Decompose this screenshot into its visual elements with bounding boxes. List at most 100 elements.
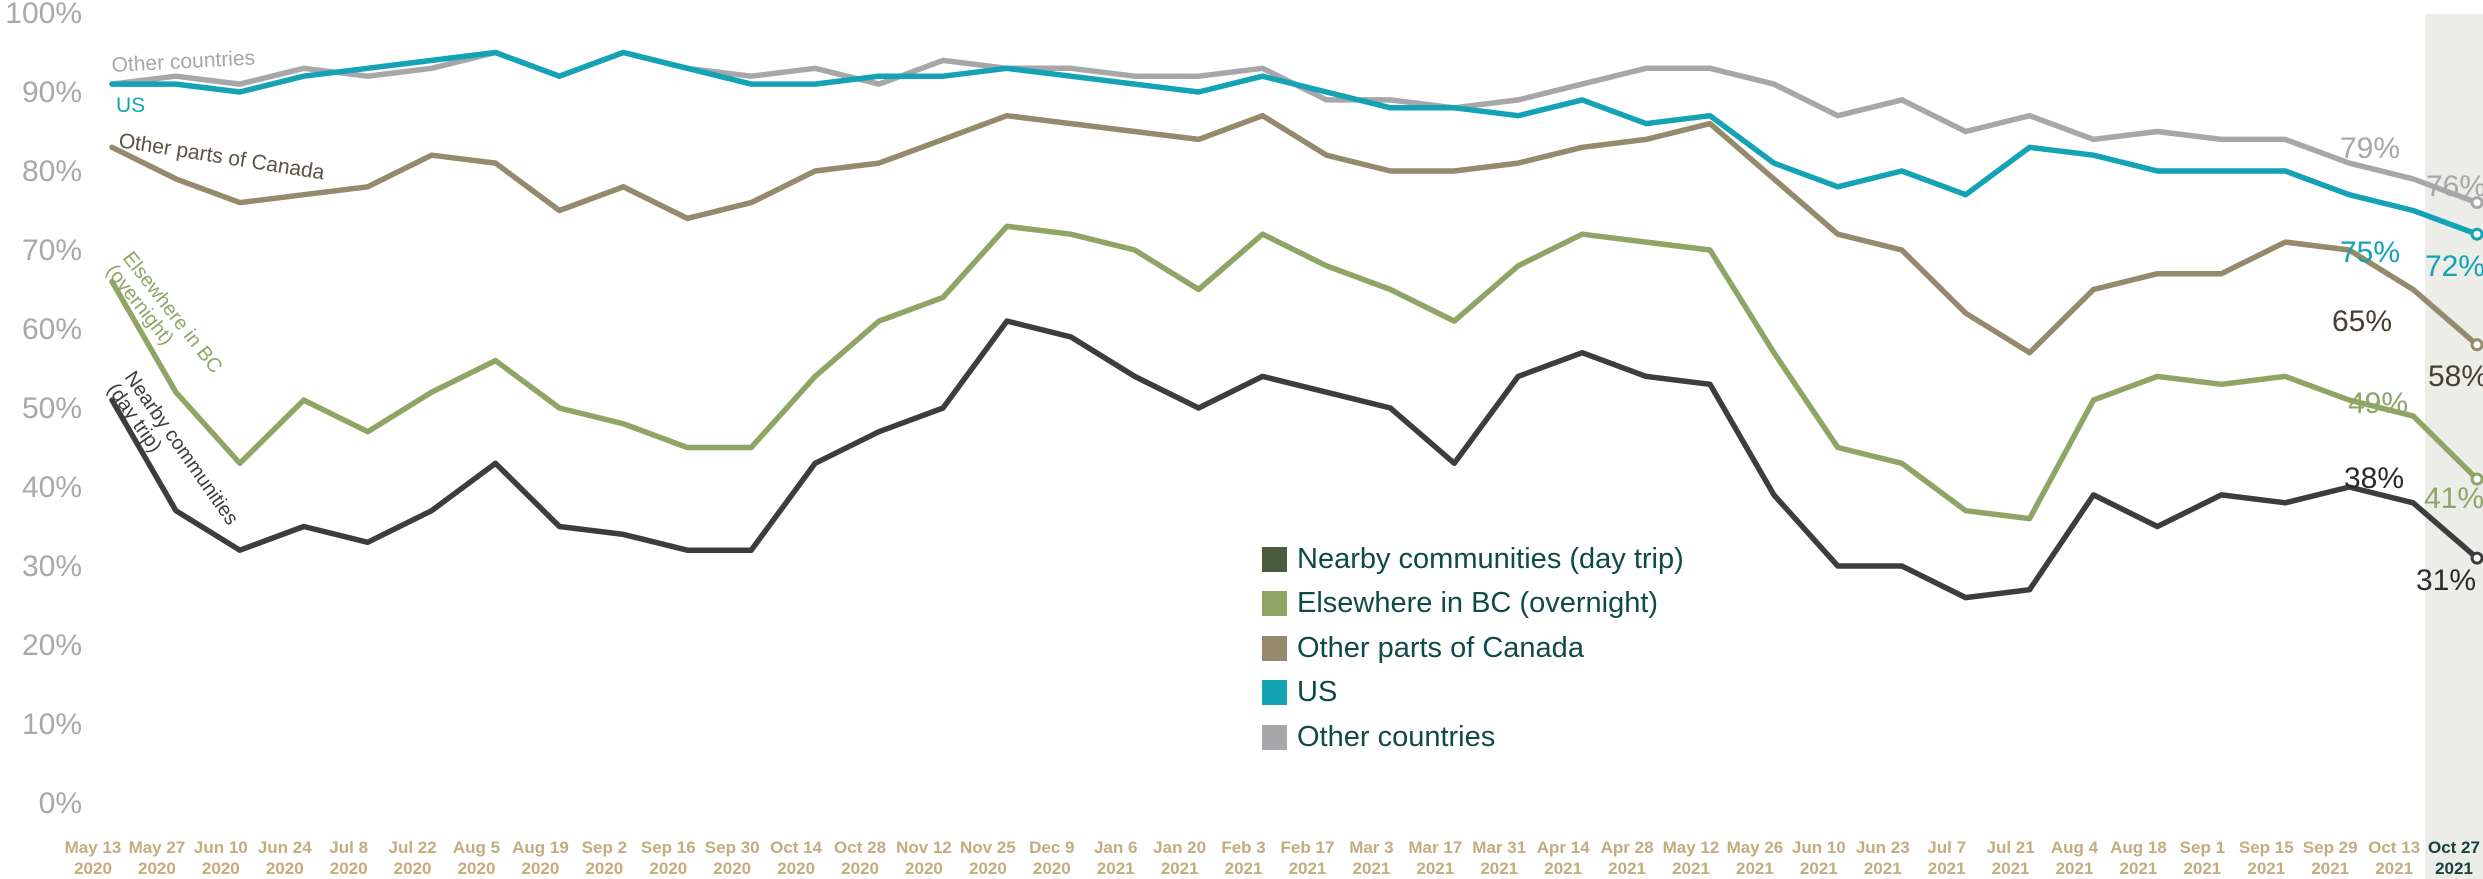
- x-tick-label: Feb 3 2021: [1221, 838, 1265, 878]
- x-tick-label: Mar 31 2021: [1472, 838, 1526, 878]
- series-line: [109, 223, 2480, 522]
- x-tick-year: 2021: [1864, 859, 1902, 878]
- y-tick-label: 60%: [22, 313, 82, 346]
- x-tick-year: 2020: [1033, 859, 1071, 878]
- x-tick-label: May 27 2020: [129, 838, 186, 878]
- x-tick-year: 2021: [1544, 859, 1582, 878]
- x-tick-year: 2020: [969, 859, 1007, 878]
- x-tick-year: 2021: [1672, 859, 1710, 878]
- x-tick-date: May 27: [129, 838, 186, 857]
- x-tick-date: Feb 3: [1221, 838, 1265, 857]
- x-tick-date: Apr 14: [1537, 838, 1590, 857]
- x-tick-label: Jun 10 2020: [194, 838, 248, 878]
- x-tick-date: Nov 12: [896, 838, 952, 857]
- x-tick-label: Oct 13 2021: [2368, 838, 2420, 878]
- legend-item: Elsewhere in BC (overnight): [1262, 582, 1684, 627]
- y-tick-label: 80%: [22, 155, 82, 188]
- x-tick-label: Sep 15 2021: [2239, 838, 2294, 878]
- x-tick-year: 2020: [649, 859, 687, 878]
- x-tick-label: Jun 24 2020: [258, 838, 312, 878]
- legend-label: Other parts of Canada: [1297, 631, 1584, 664]
- series-end-marker: [2470, 227, 2483, 241]
- x-tick-year: 2021: [2311, 859, 2349, 878]
- x-tick-date: Sep 30: [705, 838, 760, 857]
- legend-label: Other countries: [1297, 720, 1496, 753]
- x-tick-label: May 12 2021: [1663, 838, 1720, 878]
- x-tick-label: Sep 2 2020: [582, 838, 627, 878]
- y-tick-label: 40%: [22, 471, 82, 504]
- x-tick-label: Nov 25 2020: [960, 838, 1016, 878]
- x-tick-year: 2021: [1161, 859, 1199, 878]
- x-tick-date: Sep 1: [2180, 838, 2225, 857]
- x-tick-year: 2021: [1992, 859, 2030, 878]
- x-tick-year: 2021: [2247, 859, 2285, 878]
- x-tick-label: Jun 10 2021: [1792, 838, 1846, 878]
- series-end-marker: [2470, 472, 2483, 486]
- x-tick-date: Mar 31: [1472, 838, 1526, 857]
- x-tick-date: Jul 7: [1927, 838, 1966, 857]
- series-end-value-label: 75%: [2340, 236, 2400, 269]
- x-tick-date: Sep 15: [2239, 838, 2294, 857]
- x-tick-date: May 13: [65, 838, 122, 857]
- x-tick-label: Nov 12 2020: [896, 838, 952, 878]
- x-tick-year: 2020: [905, 859, 943, 878]
- x-tick-label: Sep 16 2020: [641, 838, 696, 878]
- series-end-value-label: 41%: [2424, 482, 2483, 515]
- x-tick-date: Dec 9: [1029, 838, 1074, 857]
- series-end-value-label: 38%: [2344, 462, 2404, 495]
- x-tick-date: Sep 29: [2303, 838, 2358, 857]
- x-tick-year: 2020: [330, 859, 368, 878]
- x-tick-label: Sep 1 2021: [2180, 838, 2225, 878]
- legend-item: Other parts of Canada: [1262, 626, 1684, 671]
- x-tick-year: 2021: [2056, 859, 2094, 878]
- x-tick-date: Oct 27: [2428, 838, 2480, 857]
- series-end-value-label: 76%: [2426, 170, 2483, 203]
- series-line: [109, 49, 2480, 237]
- x-tick-label: Jan 20 2021: [1153, 838, 1206, 878]
- x-tick-year: 2020: [777, 859, 815, 878]
- series-line: [109, 318, 2480, 601]
- series-line: [109, 49, 2480, 206]
- y-tick-label: 90%: [22, 76, 82, 109]
- x-tick-date: Aug 18: [2110, 838, 2167, 857]
- x-tick-year: 2021: [1097, 859, 1135, 878]
- x-tick-year: 2020: [713, 859, 751, 878]
- x-tick-year: 2021: [2120, 859, 2158, 878]
- x-tick-label: Sep 30 2020: [705, 838, 760, 878]
- x-tick-year: 2020: [585, 859, 623, 878]
- y-tick-label: 50%: [22, 392, 82, 425]
- x-tick-label: Aug 18 2021: [2110, 838, 2167, 878]
- x-tick-year: 2021: [2435, 859, 2473, 878]
- x-tick-date: Jul 21: [1986, 838, 2034, 857]
- x-tick-label: Jan 6 2021: [1094, 838, 1137, 878]
- x-tick-date: Oct 13: [2368, 838, 2420, 857]
- x-tick-date: Jun 10: [194, 838, 248, 857]
- x-tick-label: Jul 8 2020: [329, 838, 368, 878]
- series-end-value-label: 72%: [2425, 250, 2483, 283]
- chart-legend: Nearby communities (day trip) Elsewhere …: [1262, 537, 1684, 760]
- series-inline-label: Other parts of Canada: [117, 129, 326, 184]
- x-tick-date: Oct 14: [770, 838, 823, 857]
- x-tick-label: May 13 2020: [65, 838, 122, 878]
- legend-item: US: [1262, 671, 1684, 716]
- x-tick-date: Jan 20: [1153, 838, 1206, 857]
- x-tick-date: Aug 19: [512, 838, 569, 857]
- x-tick-label: Oct 14 2020: [770, 838, 823, 878]
- x-tick-label: Jul 22 2020: [388, 838, 436, 878]
- series-end-marker: [2470, 551, 2483, 565]
- x-tick-date: Aug 4: [2051, 838, 2099, 857]
- x-tick-year: 2020: [841, 859, 879, 878]
- legend-item: Nearby communities (day trip): [1262, 537, 1684, 582]
- x-tick-year: 2021: [1416, 859, 1454, 878]
- y-tick-label: 20%: [22, 629, 82, 662]
- series-end-marker: [2470, 338, 2483, 352]
- x-tick-year: 2020: [74, 859, 112, 878]
- x-axis: May 13 2020 May 27 2020 Jun 10 2020 Jun 24 2020…: [65, 838, 2480, 878]
- x-tick-year: 2020: [458, 859, 496, 878]
- x-tick-label: May 26 2021: [1727, 838, 1784, 878]
- x-tick-year: 2021: [1289, 859, 1327, 878]
- y-tick-label: 10%: [22, 708, 82, 741]
- x-tick-year: 2020: [202, 859, 240, 878]
- x-tick-date: Mar 17: [1408, 838, 1462, 857]
- legend-swatch: [1262, 635, 1287, 661]
